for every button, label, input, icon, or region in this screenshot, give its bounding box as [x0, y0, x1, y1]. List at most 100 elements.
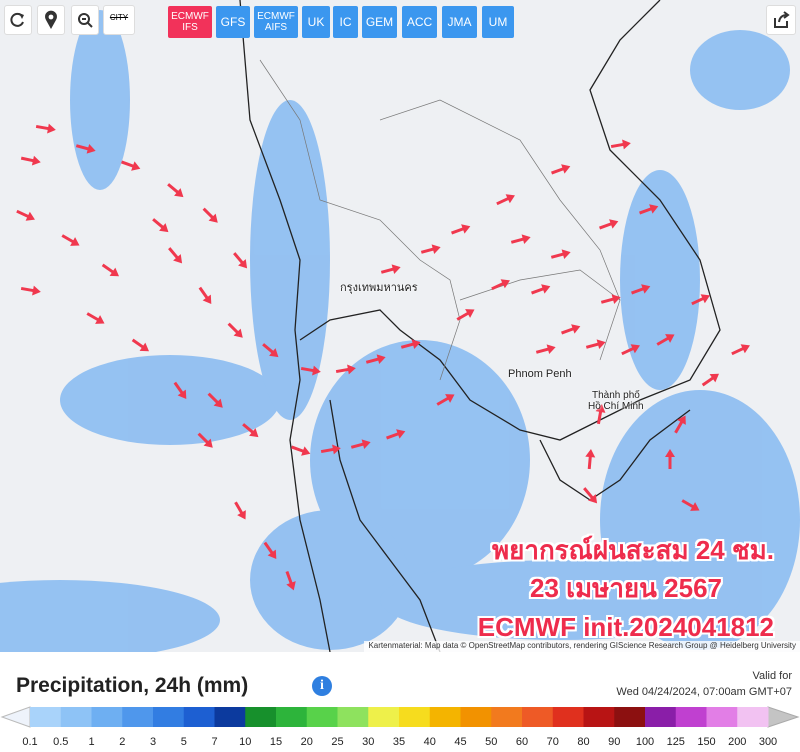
model-button[interactable]: IC [333, 6, 358, 38]
model-label: UM [489, 16, 508, 28]
arrow-head [740, 344, 750, 354]
model-button[interactable]: ACC [402, 6, 437, 38]
legend-tick-label: 300 [758, 736, 778, 748]
legend-tick-label: 35 [392, 736, 406, 748]
legend-tick-label: 15 [269, 736, 283, 748]
model-button[interactable]: ECMWF IFS [168, 6, 212, 38]
wind-arrow [436, 394, 455, 406]
arrow-head [32, 285, 41, 296]
model-button[interactable]: JMA [442, 6, 477, 38]
wind-arrow [491, 279, 510, 291]
model-button[interactable]: UM [482, 6, 514, 38]
arrow-head [500, 279, 510, 289]
arrow-head [86, 143, 96, 154]
wind-arrow [121, 160, 141, 171]
legend-swatch [337, 707, 369, 727]
wind-arrow [350, 439, 371, 450]
zoom-button[interactable] [71, 5, 99, 35]
wind-arrow [234, 501, 246, 520]
legend-tick-label: 0.5 [53, 736, 69, 748]
legend-swatch [675, 707, 707, 727]
wind-arrow [233, 252, 248, 269]
arrow-head [332, 444, 341, 455]
arrow-shaft [583, 487, 594, 500]
location-button[interactable] [37, 5, 65, 35]
arrow-shaft [75, 144, 90, 151]
arrow-head [571, 324, 581, 334]
arrow-shaft [621, 346, 635, 356]
wind-arrow [101, 263, 120, 277]
wind-arrow [496, 194, 515, 206]
arrow-shaft [631, 287, 645, 295]
model-button[interactable]: UK [302, 6, 330, 38]
legend-high-arrow [767, 706, 800, 728]
legend-swatch [30, 707, 62, 727]
refresh-icon [10, 12, 24, 27]
legend-swatch [429, 707, 461, 727]
arrow-shaft [639, 207, 653, 215]
arrow-shaft [510, 237, 525, 244]
legend-tick-label: 100 [635, 736, 655, 748]
model-label: ECMWF IFS [171, 11, 209, 33]
model-button[interactable]: GEM [362, 6, 397, 38]
wind-arrow [207, 392, 223, 408]
legend-tick-label: 20 [300, 736, 313, 748]
city-button[interactable]: CITY [103, 5, 135, 35]
forecast-date: 23 เมษายน 2567 [530, 573, 722, 603]
arrow-shaft [242, 423, 255, 434]
arrow-head [649, 204, 659, 214]
arrow-head [47, 123, 56, 134]
arrow-shaft [587, 455, 592, 470]
refresh-button[interactable] [4, 5, 32, 35]
wind-arrow [621, 344, 640, 356]
legend-tick-label: 50 [485, 736, 498, 748]
arrow-head [269, 348, 279, 358]
arrow-head [588, 494, 598, 504]
arrow-shaft [681, 499, 695, 509]
place-label: กรุงเทพมหานคร [340, 282, 418, 294]
share-button[interactable] [766, 5, 796, 35]
attribution: Kartenmaterial: Map data © OpenStreetMap… [364, 641, 800, 652]
model-label: IC [340, 16, 352, 28]
arrow-head [595, 404, 606, 413]
arrow-head [202, 294, 212, 305]
wind-arrow [510, 234, 531, 245]
wind-arrow [451, 224, 471, 235]
info-button[interactable]: i [312, 676, 332, 696]
model-label: GEM [366, 16, 393, 28]
legend-swatch [645, 707, 677, 727]
arrow-head [690, 502, 700, 511]
arrow-shaft [600, 297, 615, 304]
arrow-head [677, 415, 686, 425]
model-name: ECMWF [171, 11, 209, 22]
legend-low-arrow [0, 706, 31, 728]
arrow-shaft [233, 252, 244, 265]
arrow-head [611, 294, 621, 305]
model-button[interactable]: ECMWF AIFS [254, 6, 298, 38]
wind-arrow [291, 445, 311, 456]
wind-arrow [731, 344, 750, 356]
wind-arrow [131, 338, 150, 352]
arrow-head [461, 224, 471, 234]
arrow-head [700, 294, 710, 304]
forecast-init: ECMWF init.2024041812 [477, 612, 774, 642]
wind-arrow [420, 244, 441, 255]
legend-tick-label: 60 [515, 736, 529, 748]
arrow-shaft [674, 420, 684, 434]
legend-swatch [122, 707, 154, 727]
arrow-head [521, 234, 531, 245]
wind-arrow [61, 234, 80, 246]
valid-label: Valid for [752, 670, 792, 682]
model-button[interactable]: GFS [216, 6, 250, 38]
arrow-shaft [168, 247, 179, 260]
arrow-shaft [386, 432, 400, 440]
model-label: ECMWF AIFS [257, 11, 295, 33]
wind-arrow [198, 286, 212, 305]
wind-arrow [456, 309, 475, 321]
map[interactable] [0, 0, 800, 652]
wind-arrow [152, 218, 169, 233]
arrow-shaft [20, 156, 35, 163]
model-name: UK [307, 14, 325, 29]
wind-arrow [583, 487, 598, 504]
arrow-head [267, 549, 277, 560]
